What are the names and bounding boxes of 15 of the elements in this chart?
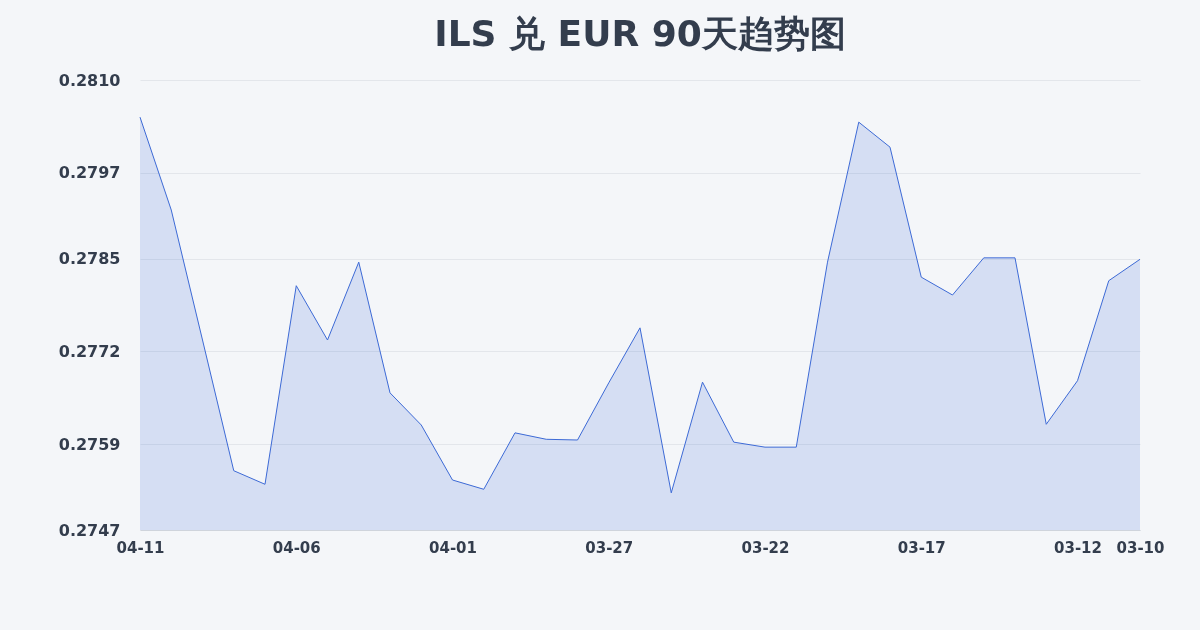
x-tick-label: 04-01	[429, 538, 477, 557]
x-tick-label: 04-06	[272, 538, 321, 557]
y-tick-label: 0.2785	[58, 249, 121, 269]
x-tick-label: 04-11	[116, 538, 165, 557]
y-tick-label: 0.2747	[58, 520, 121, 540]
y-tick-label: 0.2772	[58, 341, 121, 361]
chart-title: ILS 兑 EUR 90天趋势图	[434, 13, 846, 54]
x-tick-label: 03-27	[585, 538, 634, 557]
y-tick-label: 0.2759	[58, 434, 121, 454]
y-tick-label: 0.2810	[58, 70, 121, 90]
y-tick-label: 0.2797	[58, 163, 121, 183]
x-tick-label: 03-22	[741, 538, 790, 557]
x-tick-label: 03-17	[897, 538, 946, 557]
x-tick-label: 03-12	[1054, 538, 1102, 557]
x-tick-label: 03-10	[1116, 538, 1165, 557]
